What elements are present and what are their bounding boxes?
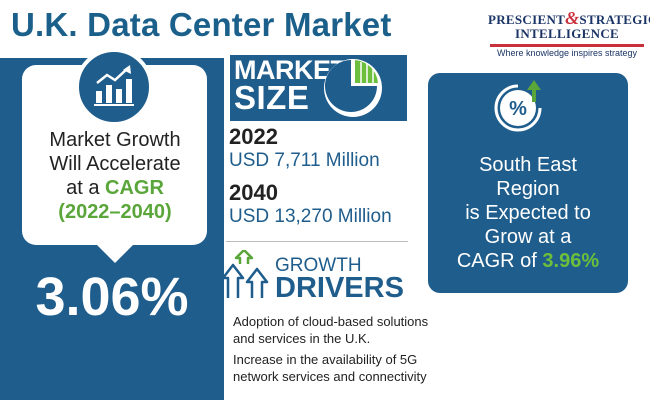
percent-up-icon: % (494, 80, 542, 132)
logo-word2: STRATEGIC (579, 12, 650, 27)
drivers-label-line1: GROWTH (275, 255, 362, 276)
cagr-bubble-pointer (95, 243, 135, 263)
logo-word1: PRESCIENT (488, 12, 566, 27)
list-item: Adoption of cloud-based solutions and se… (219, 313, 451, 347)
svg-text:%: % (509, 98, 527, 120)
cagr-line1: Market Growth (49, 129, 181, 151)
region-line2: Region (496, 178, 560, 200)
cagr-value: 3.06% (35, 267, 189, 327)
region-line5: CAGR of 3.96% (428, 249, 628, 273)
market-year-2022: 2022 (229, 124, 278, 149)
logo-ampersand: & (565, 8, 580, 28)
drivers-list: Adoption of cloud-based solutions and se… (219, 313, 451, 389)
section-divider (226, 241, 408, 242)
cagr-emphasis: CAGR (105, 177, 164, 199)
region-line1: South East (479, 154, 577, 176)
page-title: U.K. Data Center Market (11, 6, 392, 43)
bar-chart-up-icon (94, 65, 134, 106)
drivers-label-line2: DRIVERS (275, 272, 404, 304)
region-cagr-value: 3.96% (542, 250, 600, 272)
cagr-line3: at a CAGR (26, 176, 204, 200)
logo-tagline: Where knowledge inspires strategy (496, 48, 638, 58)
market-value-2022: USD 7,711 Million (229, 150, 380, 171)
growth-arrows-icon (222, 250, 269, 298)
cagr-line2: Will Accelerate (49, 153, 181, 175)
logo-line2: INTELLIGENCE (514, 26, 620, 41)
cagr-line3-prefix: at a (66, 177, 106, 199)
region-line5-prefix: CAGR of (456, 250, 543, 272)
market-size-line2: SIZE (234, 79, 310, 116)
brand-logo: PRESCIENT&STRATEGIC INTELLIGENCE Where k… (488, 8, 650, 58)
cagr-period: (2022–2040) (58, 201, 172, 223)
market-size-label: MARKET SIZE (230, 55, 407, 121)
region-description: South East Region is Expected to Grow at… (428, 153, 628, 273)
pie-chart-icon (324, 59, 382, 117)
logo-divider (490, 44, 644, 47)
region-line3: is Expected to (465, 202, 591, 224)
region-line4: Grow at a (484, 226, 572, 248)
percent-icon-badge: % (488, 78, 548, 138)
logo-line1: PRESCIENT&STRATEGIC (488, 8, 650, 29)
growth-icon-badge (75, 48, 153, 126)
market-value-2040: USD 13,270 Million (229, 206, 392, 227)
market-year-2040: 2040 (229, 180, 278, 205)
cagr-description: Market Growth Will Accelerate at a CAGR … (26, 128, 204, 224)
list-item: Increase in the availability of 5G netwo… (219, 351, 451, 385)
